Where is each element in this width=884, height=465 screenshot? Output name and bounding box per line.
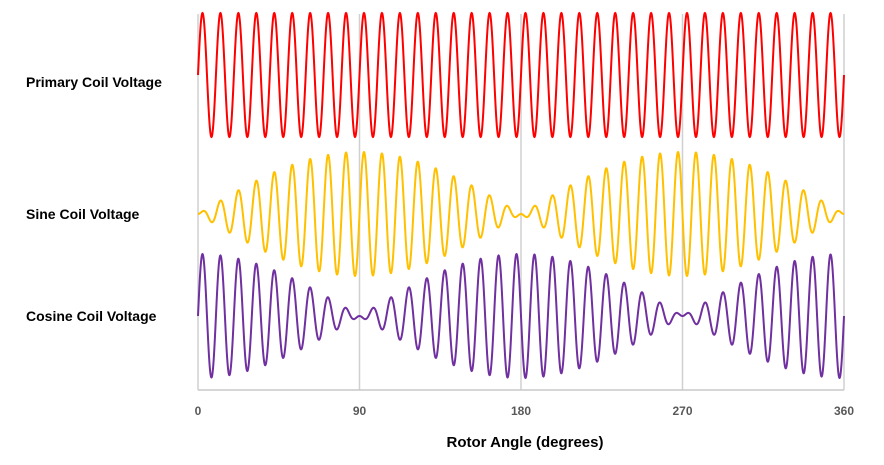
series-line-cosine-coil-voltage bbox=[197, 252, 845, 380]
series-line-sine-coil-voltage bbox=[197, 150, 845, 278]
x-axis-title: Rotor Angle (degrees) bbox=[447, 434, 604, 451]
x-tick-label: 0 bbox=[195, 404, 202, 418]
series-label-primary: Primary Coil Voltage bbox=[26, 74, 162, 90]
series-label-cosine: Cosine Coil Voltage bbox=[26, 308, 157, 324]
series-line-primary-coil-voltage bbox=[197, 11, 845, 139]
x-tick-label: 90 bbox=[353, 404, 367, 418]
x-tick-label: 360 bbox=[834, 404, 854, 418]
x-tick-label: 180 bbox=[511, 404, 531, 418]
x-tick-label: 270 bbox=[672, 404, 692, 418]
series-label-sine: Sine Coil Voltage bbox=[26, 206, 140, 222]
